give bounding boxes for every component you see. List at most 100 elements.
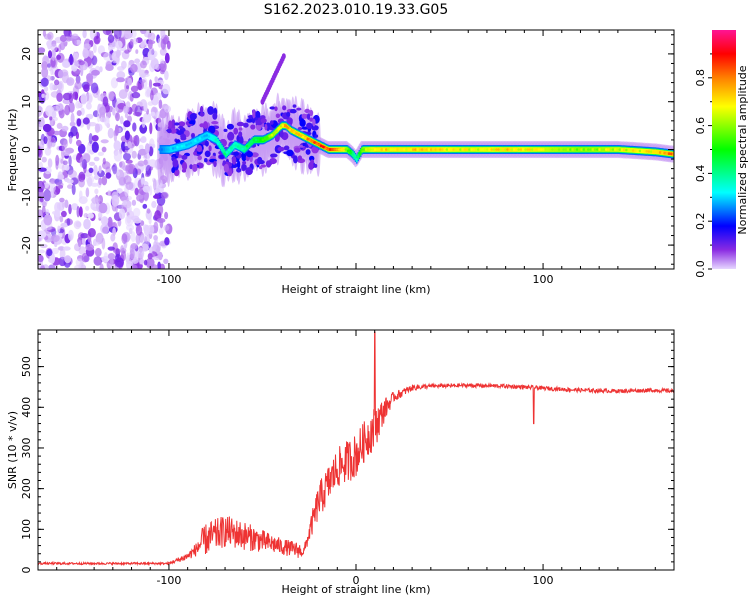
- ridge-core: [380, 148, 384, 151]
- ridge-core: [299, 134, 303, 137]
- ridge-core: [504, 148, 507, 151]
- y-tick-label: 20: [20, 47, 33, 61]
- noise-blob: [105, 64, 114, 71]
- noise-blob: [76, 205, 80, 218]
- noise-blob: [95, 232, 104, 245]
- ridge-core: [196, 138, 199, 141]
- noise-blob: [147, 32, 156, 41]
- ridge-core: [602, 148, 606, 151]
- ridge-core: [254, 138, 258, 142]
- ridge-core: [609, 148, 613, 151]
- noise-blob: [86, 143, 92, 154]
- ridge-core: [490, 148, 494, 151]
- ridge-core: [542, 148, 545, 151]
- ridge-cell: [358, 153, 361, 157]
- ridge-core: [382, 148, 386, 151]
- noise-blob: [133, 207, 141, 218]
- ridge-core: [180, 144, 184, 148]
- ridge-blob: [292, 104, 297, 108]
- noise-blob: [98, 165, 102, 174]
- noise-blob: [143, 112, 152, 123]
- ridge-cell: [223, 150, 226, 154]
- ridge-blob: [293, 155, 298, 164]
- ridge-core: [192, 140, 195, 144]
- ridge-blob: [213, 160, 217, 167]
- ridge-blob: [237, 160, 241, 169]
- ridge-blob: [260, 118, 267, 124]
- ridge-core: [178, 145, 182, 148]
- ridge-blob: [172, 158, 179, 168]
- ridge-core: [573, 148, 577, 151]
- ridge-core: [335, 148, 339, 151]
- ridge-core: [436, 148, 440, 151]
- figure-title: S162.2023.010.19.33.G05: [264, 2, 449, 18]
- ridge-core: [391, 148, 395, 151]
- ridge-core: [340, 148, 343, 151]
- noise-blob: [142, 203, 148, 209]
- noise-blob: [82, 236, 86, 246]
- ridge-core: [611, 148, 615, 151]
- noise-blob: [60, 222, 69, 228]
- noise-blob: [152, 82, 161, 87]
- ridge-core: [344, 148, 348, 151]
- noise-blob: [130, 264, 138, 269]
- ridge-core: [438, 148, 442, 151]
- colorbar: 0.0 0.2 0.4 0.6 0.8 Normalized spectral ampl…: [694, 30, 749, 278]
- noise-blob: [44, 33, 52, 40]
- noise-blob: [62, 92, 72, 101]
- noise-blob: [68, 135, 73, 145]
- ridge-blob: [297, 155, 302, 161]
- noise-blob: [82, 117, 90, 125]
- y-tick-label: 10: [20, 95, 33, 109]
- noise-blob: [101, 237, 106, 250]
- noise-blob: [70, 112, 75, 125]
- noise-blob: [56, 54, 62, 60]
- ridge-core: [308, 139, 312, 142]
- noise-blob: [64, 104, 71, 116]
- noise-blob: [103, 252, 108, 262]
- noise-blob: [55, 154, 60, 166]
- noise-blob: [121, 60, 127, 69]
- noise-blob: [97, 151, 105, 156]
- ridge-core: [562, 148, 565, 151]
- ridge-core: [638, 149, 642, 153]
- y-tick-label: 0: [20, 567, 33, 574]
- ridge-blob: [170, 128, 177, 134]
- noise-blob: [149, 122, 153, 135]
- snr-ticks: -100 0 100 0 100 200 300 400 500: [20, 330, 675, 587]
- ridge-core: [468, 148, 471, 151]
- noise-blob: [102, 30, 112, 36]
- ridge-core: [616, 148, 619, 151]
- ridge-blob: [304, 108, 311, 114]
- ridge-cell: [249, 141, 252, 145]
- noise-blob: [77, 143, 86, 154]
- noise-blob: [102, 96, 109, 107]
- ridge-core: [501, 148, 505, 151]
- noise-blob: [139, 123, 148, 134]
- ridge-core: [313, 141, 316, 144]
- noise-blob: [91, 69, 100, 76]
- noise-blob: [44, 147, 52, 156]
- y-tick-label: 100: [20, 519, 33, 540]
- ridge-core: [661, 151, 664, 155]
- noise-blob: [88, 161, 96, 166]
- ridge-blob: [301, 113, 308, 119]
- noise-blob: [78, 206, 83, 218]
- noise-blob: [40, 117, 45, 127]
- ridge-blob: [279, 129, 284, 138]
- ridge-blob: [246, 118, 253, 123]
- ridge-blob: [203, 121, 208, 129]
- noise-blob: [121, 233, 128, 245]
- noise-blob: [135, 233, 141, 245]
- ridge-blob: [306, 122, 313, 129]
- noise-blob: [40, 264, 45, 269]
- ridge-core: [499, 148, 503, 151]
- ridge-core: [281, 124, 285, 127]
- ridge-core: [553, 148, 556, 151]
- noise-blob: [118, 208, 126, 220]
- noise-blob: [161, 83, 171, 95]
- noise-blob: [113, 140, 121, 151]
- ridge-core: [218, 145, 222, 149]
- ridge-blob: [189, 164, 193, 170]
- ridge-core: [295, 132, 298, 135]
